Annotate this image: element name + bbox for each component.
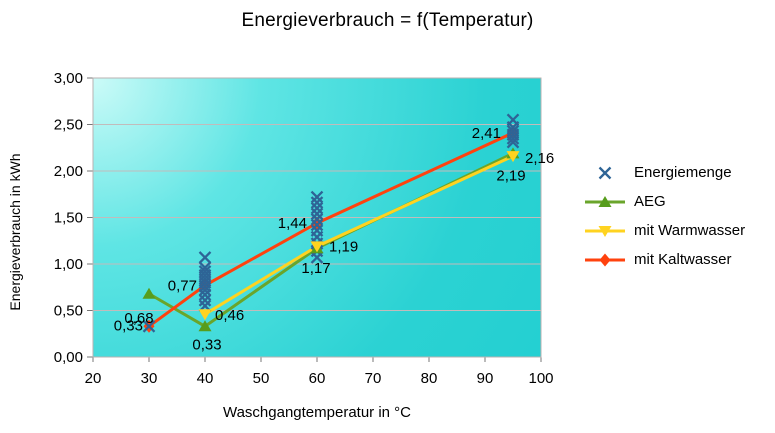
legend-label: mit Warmwasser xyxy=(634,222,746,239)
scatter-point-energiemenge xyxy=(198,293,212,307)
scatter-point-energiemenge xyxy=(310,190,324,204)
x-tick-label: 40 xyxy=(197,370,214,387)
scatter-point-energiemenge xyxy=(506,132,520,145)
legend-label: Energiemenge xyxy=(634,164,732,181)
x-tick-label: 90 xyxy=(477,370,494,387)
scatter-point-energiemenge xyxy=(310,201,324,215)
x-tick-label: 30 xyxy=(141,370,158,387)
series-line-mit-kaltwasser xyxy=(148,131,514,328)
scatter-point-energiemenge xyxy=(142,319,156,333)
data-label-mit-kaltwasser: 0,33 xyxy=(114,317,143,334)
data-label-mit-kaltwasser: 1,44 xyxy=(278,215,307,232)
data-label-mit-warmwasser: 0,46 xyxy=(215,307,244,324)
y-tick-label: 2,50 xyxy=(54,117,83,134)
y-tick-label: 0,50 xyxy=(54,303,83,320)
data-label-aeg: 2,19 xyxy=(496,167,525,184)
marker-mit-warmwasser xyxy=(310,241,324,253)
scatter-point-energiemenge xyxy=(506,135,520,149)
chart-title: Energieverbrauch = f(Temperatur) xyxy=(241,10,534,31)
x-tick-label: 20 xyxy=(85,370,102,387)
x-tick-label: 80 xyxy=(421,370,438,387)
marker-aeg xyxy=(198,320,212,332)
data-label-aeg: 1,17 xyxy=(301,260,330,277)
data-label-aeg: 0,68 xyxy=(124,310,153,327)
x-axis-title: Waschgangtemperatur in °C xyxy=(222,404,412,421)
scatter-point-energiemenge xyxy=(198,288,212,302)
data-label-mit-warmwasser: 2,16 xyxy=(525,150,554,167)
data-label-mit-kaltwasser: 2,41 xyxy=(472,125,501,142)
y-tick-label: 3,00 xyxy=(54,70,83,87)
legend-item-mit-kaltwasser: mit Kaltwasser xyxy=(583,245,745,274)
legend-item-energiemenge: Energiemenge xyxy=(583,158,745,187)
plot-border xyxy=(92,77,542,358)
data-label-mit-kaltwasser: 0,77 xyxy=(168,277,197,294)
scatter-point-energiemenge xyxy=(310,207,324,221)
x-tick-label: 60 xyxy=(309,370,326,387)
scatter-point-energiemenge xyxy=(310,251,324,264)
legend-label: AEG xyxy=(634,193,666,210)
data-label-aeg: 0,33 xyxy=(192,336,221,353)
legend-marker-aeg-icon xyxy=(585,195,625,207)
x-tick-label: 70 xyxy=(365,370,382,387)
legend-item-aeg: AEG xyxy=(583,187,745,216)
scatter-point-energiemenge xyxy=(198,251,212,264)
marker-aeg xyxy=(142,287,156,299)
y-tick-label: 2,00 xyxy=(54,163,83,180)
scatter-point-energiemenge xyxy=(310,218,324,232)
scatter-point-energiemenge xyxy=(310,213,324,226)
y-tick-label: 1,00 xyxy=(54,256,83,273)
marker-mit-warmwasser xyxy=(506,151,520,163)
legend-marker-mit-warmwasser-icon xyxy=(585,225,625,237)
scatter-point-energiemenge xyxy=(198,283,212,297)
x-tick-label: 50 xyxy=(253,370,270,387)
legend-item-mit-warmwasser: mit Warmwasser xyxy=(583,216,745,245)
y-tick-label: 0,00 xyxy=(54,349,83,366)
legend-marker-mit-kaltwasser-icon xyxy=(585,253,625,266)
marker-mit-warmwasser xyxy=(198,309,212,321)
data-label-mit-warmwasser: 1,19 xyxy=(329,238,358,255)
legend: Energiemenge AEG mit Warmwasser mit Kaltwas… xyxy=(583,158,745,274)
y-tick-label: 1,50 xyxy=(54,210,83,227)
legend-label: mit Kaltwasser xyxy=(634,251,732,268)
scatter-point-energiemenge xyxy=(310,196,324,209)
legend-marker-energiemenge-icon xyxy=(598,166,612,179)
x-tick-label: 100 xyxy=(528,370,553,387)
